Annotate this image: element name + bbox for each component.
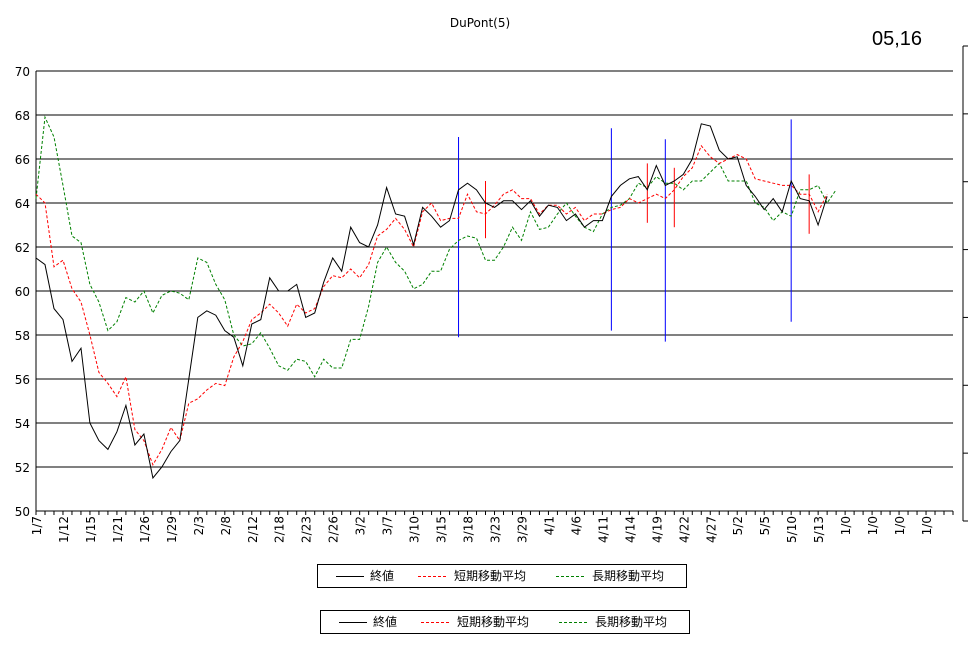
legend-swatch: [418, 576, 446, 577]
legend-upper: 終値 短期移動平均 長期移動平均: [317, 564, 687, 588]
y-tick-label: 60: [15, 285, 30, 299]
x-tick-label: 5/13: [812, 516, 826, 543]
x-tick-label: 4/1: [542, 516, 556, 535]
x-tick-label: 2/8: [219, 516, 233, 535]
y-tick-label: 52: [15, 461, 30, 475]
x-tick-label: 1/15: [84, 516, 98, 543]
legend-swatch: [339, 622, 367, 623]
chart-title: DuPont(5): [449, 16, 511, 30]
x-tick-label: 2/12: [246, 516, 260, 543]
x-tick-label: 1/26: [138, 516, 152, 543]
x-tick-label: 1/12: [57, 516, 71, 543]
x-tick-label: 5/10: [785, 516, 799, 543]
y-tick-label: 54: [15, 417, 30, 431]
legend-label: 長期移動平均: [592, 569, 665, 583]
legend-lower: 終値 短期移動平均 長期移動平均: [320, 610, 690, 634]
x-tick-label: 3/15: [435, 516, 449, 543]
legend-label: 終値: [373, 615, 398, 629]
x-tick-label: 4/19: [650, 516, 664, 543]
legend-label: 短期移動平均: [457, 615, 530, 629]
legend-swatch: [421, 622, 449, 623]
x-tick-label: 3/10: [408, 516, 422, 543]
x-tick-label: 2/3: [192, 516, 206, 535]
x-tick-label: 2/23: [300, 516, 314, 543]
y-tick-label: 70: [15, 65, 30, 79]
x-tick-label: 2/26: [327, 516, 341, 543]
x-tick-label: 5/2: [731, 516, 745, 535]
series-line-1: [35, 144, 828, 466]
x-tick-label: 1/21: [111, 516, 125, 543]
series-line-2: [35, 115, 837, 378]
x-tick-label: 4/6: [569, 516, 583, 535]
x-tick-label: 4/14: [623, 516, 637, 543]
y-tick-label: 66: [15, 153, 30, 167]
x-tick-label: 1/0: [920, 516, 934, 535]
legend-label: 終値: [370, 569, 395, 583]
date-label: 05,16: [872, 28, 923, 50]
x-tick-label: 4/11: [596, 516, 610, 543]
x-tick-label: 3/7: [381, 516, 395, 535]
x-tick-label: 5/5: [758, 516, 772, 535]
x-tick-label: 1/0: [893, 516, 907, 535]
x-tick-label: 2/18: [273, 516, 287, 543]
legend-swatch: [559, 622, 587, 623]
y-tick-label: 56: [15, 373, 30, 387]
legend-label: 短期移動平均: [454, 569, 527, 583]
x-tick-label: 4/27: [704, 516, 718, 543]
x-tick-label: 3/29: [515, 516, 529, 543]
x-tick-label: 3/23: [489, 516, 503, 543]
y-tick-label: 62: [15, 241, 30, 255]
legend-swatch: [556, 576, 584, 577]
legend-swatch: [336, 576, 364, 577]
x-tick-label: 3/18: [462, 516, 476, 543]
x-tick-label: 1/0: [866, 516, 880, 535]
x-tick-label: 3/2: [354, 516, 368, 535]
x-tick-label: 1/29: [165, 516, 179, 543]
series-line-0: [35, 123, 828, 480]
y-tick-label: 64: [15, 197, 30, 211]
x-tick-label: 1/0: [839, 516, 853, 535]
y-tick-label: 58: [15, 329, 30, 343]
y-tick-label: 50: [15, 505, 30, 519]
x-tick-label: 4/22: [677, 516, 691, 543]
legend-label: 長期移動平均: [595, 615, 668, 629]
x-tick-label: 1/7: [30, 516, 44, 535]
y-tick-label: 68: [15, 109, 30, 123]
